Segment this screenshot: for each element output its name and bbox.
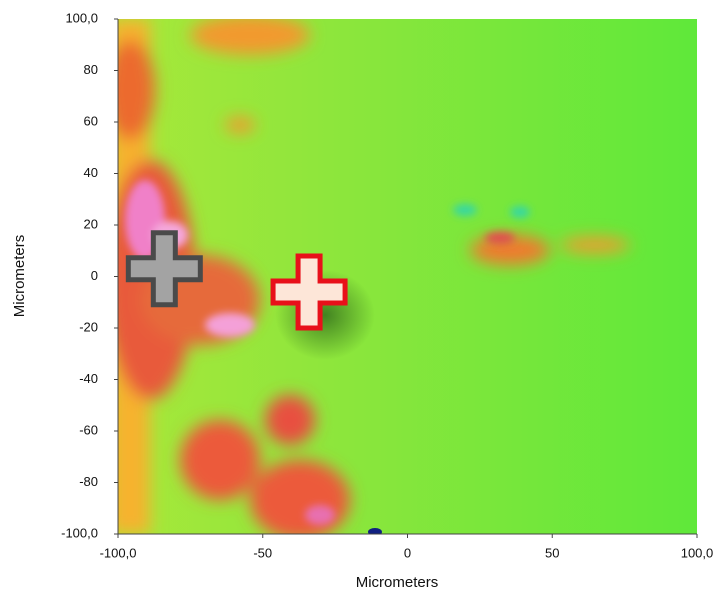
x-tick-label: -100,0 [100, 545, 137, 560]
marker-cross [270, 253, 348, 331]
y-tick-label: -40 [79, 371, 98, 386]
y-tick-label: 60 [84, 113, 98, 128]
y-tick-label: -100,0 [61, 525, 98, 540]
y-axis-title: Micrometers [11, 235, 28, 318]
marker-cross [125, 230, 203, 308]
x-tick-label: 0 [404, 545, 411, 560]
y-tick-label: 0 [91, 268, 98, 283]
x-tick-label: 50 [545, 545, 559, 560]
y-tick-label: 80 [84, 62, 98, 77]
heatmap [118, 19, 697, 534]
y-tick-label: 40 [84, 165, 98, 180]
y-tick-label: -80 [79, 474, 98, 489]
y-tick-label: -20 [79, 319, 98, 334]
x-tick-label: 100,0 [681, 545, 714, 560]
x-axis-title: Micrometers [356, 574, 439, 591]
y-tick-label: -60 [79, 422, 98, 437]
y-tick-label: 100,0 [65, 10, 98, 25]
x-tick-label: -50 [253, 545, 272, 560]
y-tick-label: 20 [84, 216, 98, 231]
